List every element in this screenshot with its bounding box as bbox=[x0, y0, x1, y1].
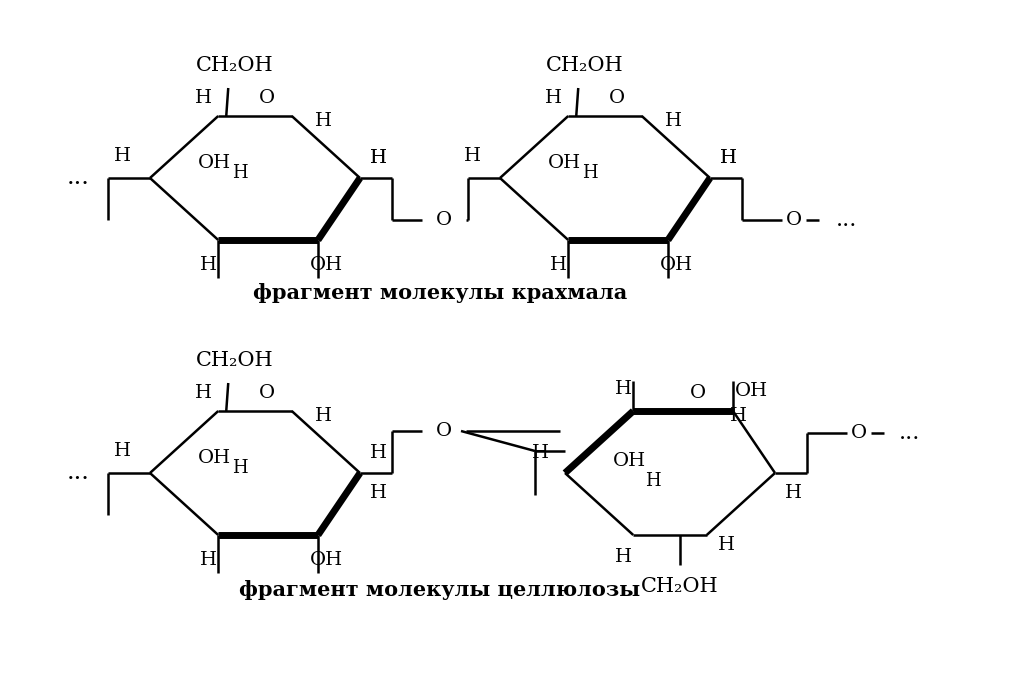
Text: OH: OH bbox=[309, 256, 343, 274]
Text: OH: OH bbox=[613, 452, 646, 470]
Text: H: H bbox=[718, 536, 735, 554]
Text: H: H bbox=[545, 89, 562, 107]
Text: H: H bbox=[370, 444, 386, 462]
Text: H: H bbox=[583, 164, 598, 182]
Text: ...: ... bbox=[836, 209, 857, 231]
Text: фрагмент молекулы крахмала: фрагмент молекулы крахмала bbox=[253, 283, 627, 303]
Text: OH: OH bbox=[198, 154, 231, 172]
Text: CH₂OH: CH₂OH bbox=[641, 577, 719, 597]
Text: H: H bbox=[370, 149, 386, 167]
Text: H: H bbox=[195, 384, 212, 402]
Text: H: H bbox=[666, 112, 682, 130]
Text: H: H bbox=[645, 472, 660, 490]
Text: H: H bbox=[114, 147, 130, 165]
Text: H: H bbox=[315, 112, 332, 130]
Text: OH: OH bbox=[309, 551, 343, 569]
Text: H: H bbox=[370, 484, 386, 502]
Text: фрагмент молекулы целлюлозы: фрагмент молекулы целлюлозы bbox=[240, 580, 641, 600]
Text: O: O bbox=[259, 89, 275, 107]
Text: H: H bbox=[614, 548, 632, 566]
Text: H: H bbox=[200, 256, 217, 274]
Text: H: H bbox=[464, 147, 480, 165]
Text: CH₂OH: CH₂OH bbox=[196, 57, 273, 76]
Text: H: H bbox=[531, 444, 549, 462]
Text: CH₂OH: CH₂OH bbox=[546, 57, 623, 76]
Text: H: H bbox=[729, 407, 746, 425]
Text: O: O bbox=[436, 422, 452, 440]
Text: O: O bbox=[259, 384, 275, 402]
Text: O: O bbox=[690, 384, 707, 402]
Text: OH: OH bbox=[734, 382, 768, 400]
Text: ...: ... bbox=[67, 166, 89, 189]
Text: H: H bbox=[195, 89, 212, 107]
Text: OH: OH bbox=[198, 449, 231, 467]
Text: H: H bbox=[232, 164, 248, 182]
Text: ...: ... bbox=[67, 462, 89, 484]
Text: O: O bbox=[851, 424, 867, 442]
Text: H: H bbox=[114, 442, 130, 460]
Text: H: H bbox=[720, 149, 736, 167]
Text: O: O bbox=[609, 89, 625, 107]
Text: H: H bbox=[200, 551, 217, 569]
Text: O: O bbox=[786, 211, 802, 229]
Text: H: H bbox=[315, 407, 332, 425]
Text: H: H bbox=[370, 149, 386, 167]
Text: ...: ... bbox=[899, 422, 921, 444]
Text: H: H bbox=[720, 149, 736, 167]
Text: CH₂OH: CH₂OH bbox=[196, 351, 273, 371]
Text: OH: OH bbox=[659, 256, 692, 274]
Text: H: H bbox=[550, 256, 566, 274]
Text: H: H bbox=[614, 380, 632, 398]
Text: OH: OH bbox=[548, 154, 582, 172]
Text: H: H bbox=[232, 459, 248, 477]
Text: H: H bbox=[784, 484, 802, 502]
Text: O: O bbox=[436, 211, 452, 229]
